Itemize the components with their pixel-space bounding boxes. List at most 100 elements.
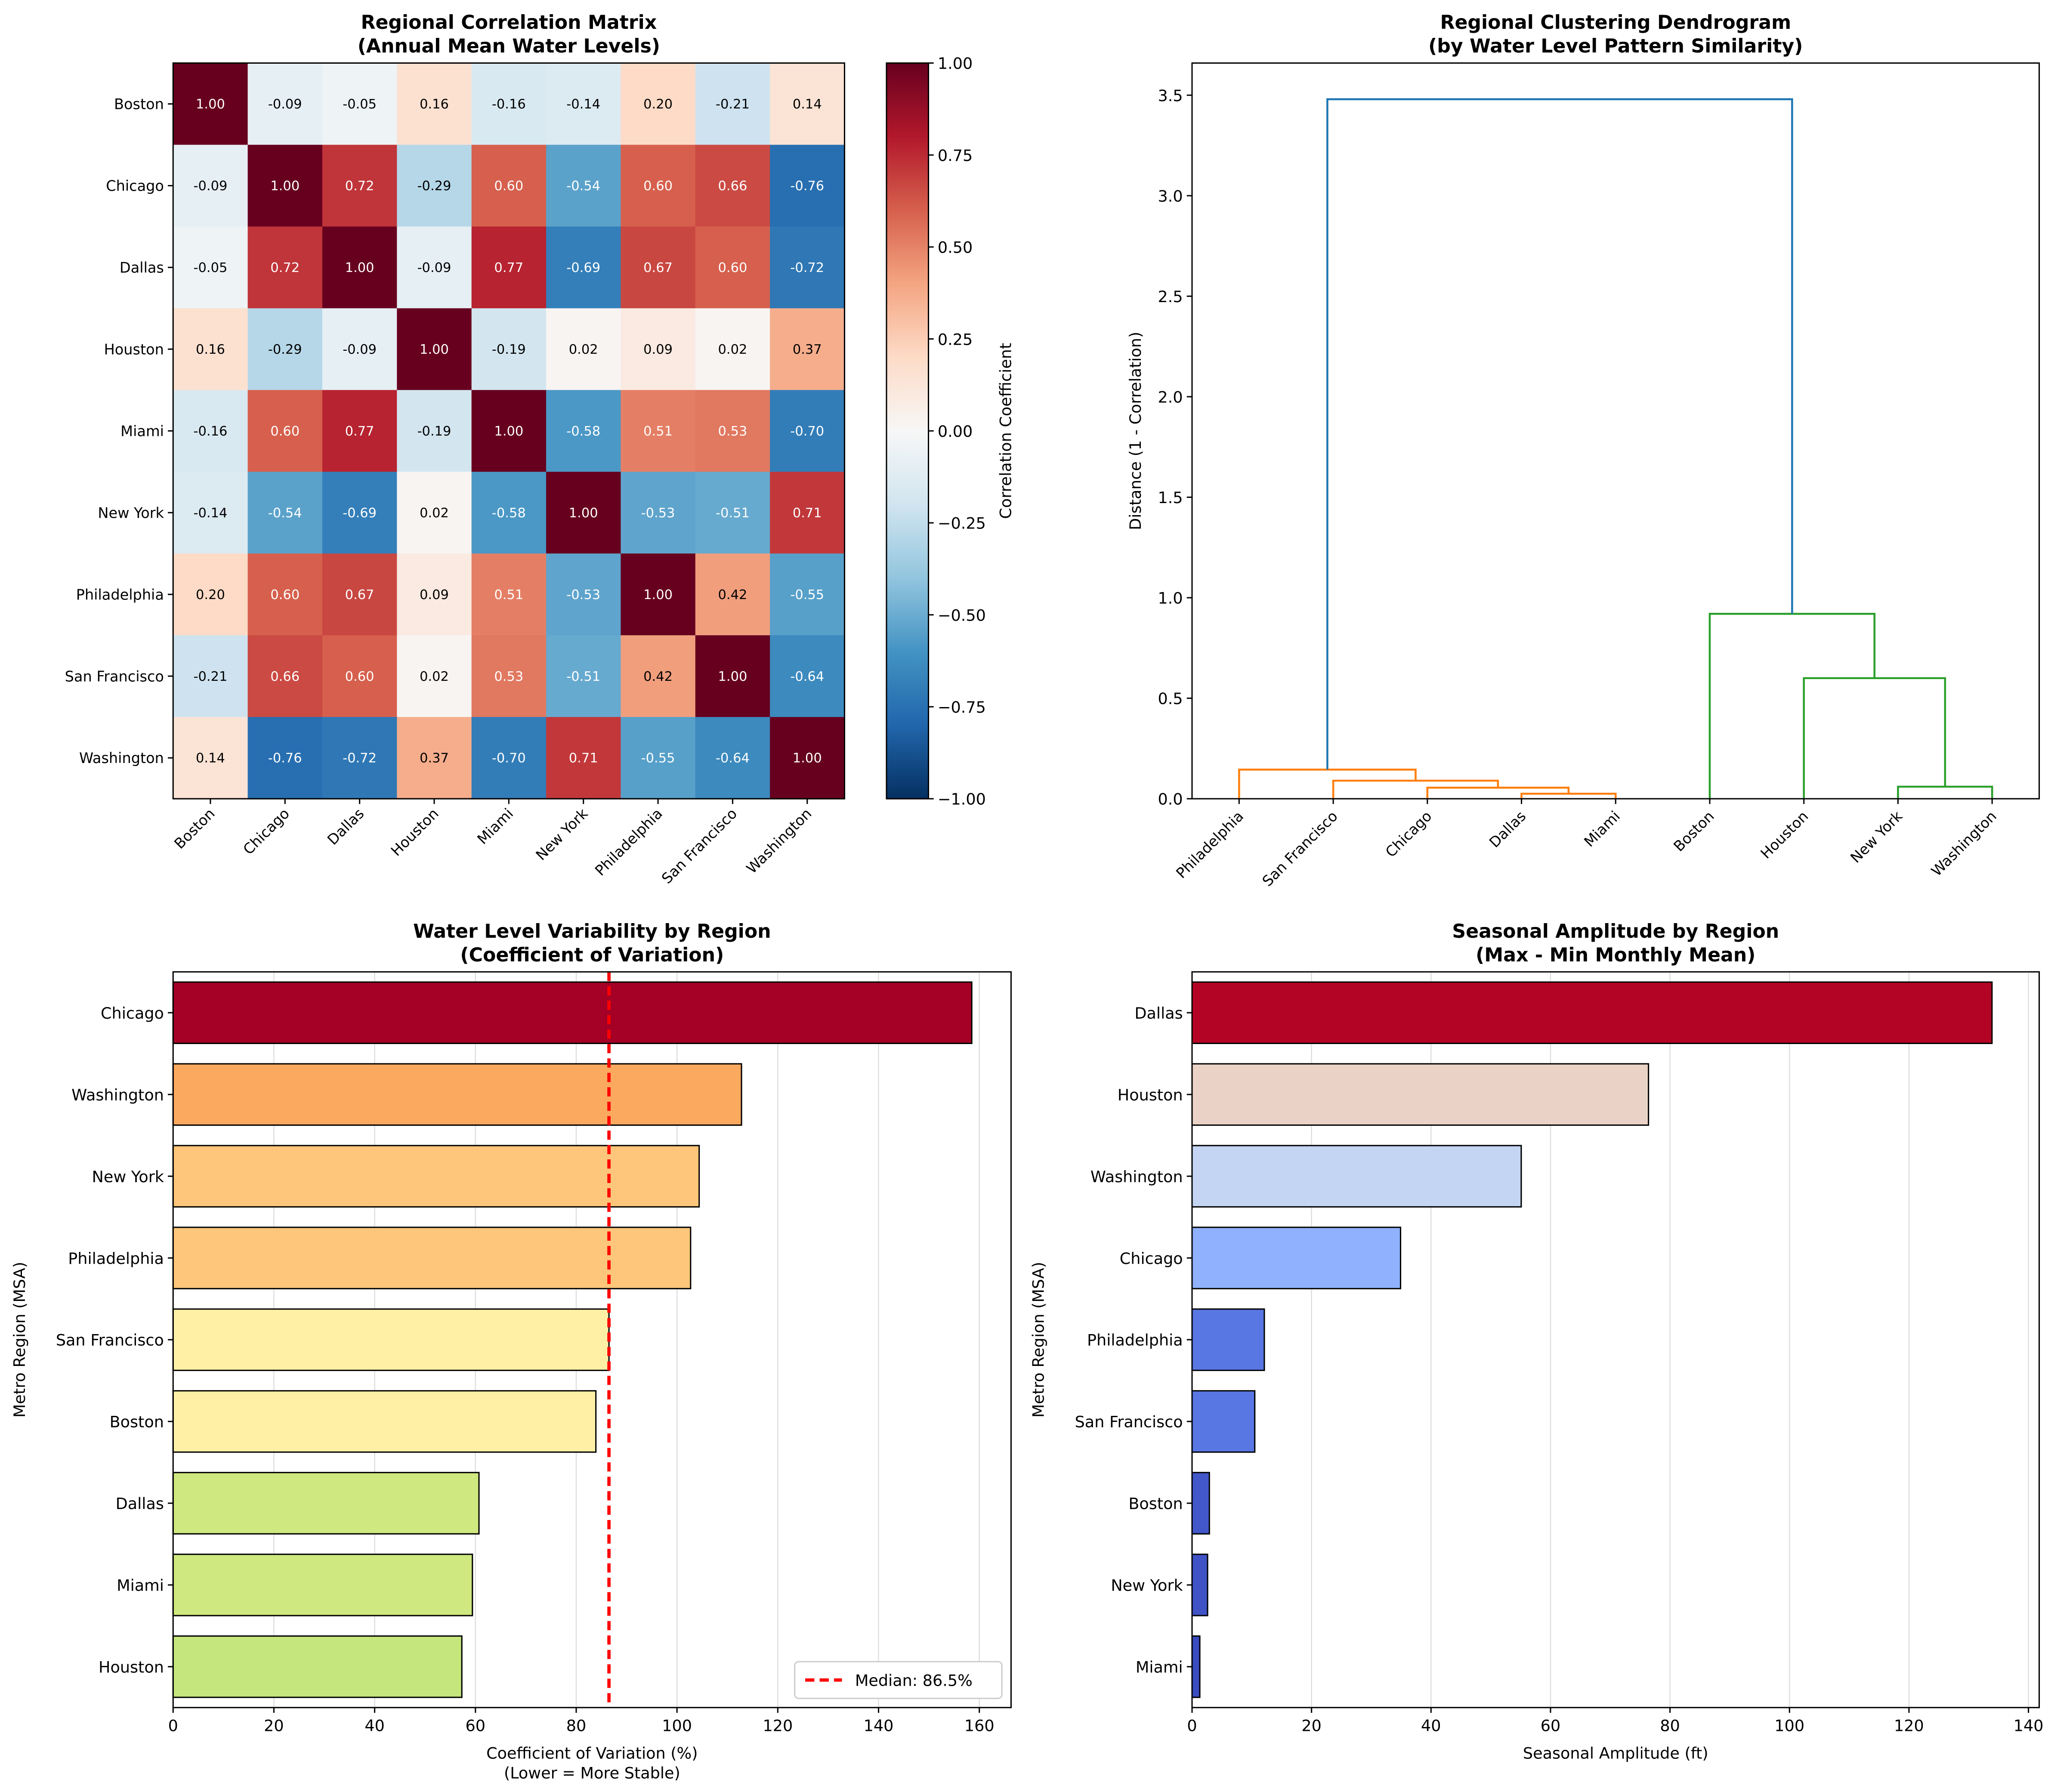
- chart-title: (Coefficient of Variation): [460, 944, 724, 966]
- heatmap-cell: [546, 145, 621, 227]
- cell-label: 0.02: [420, 669, 449, 684]
- x-tick-label: 100: [662, 1717, 692, 1735]
- heatmap-cell: [546, 390, 621, 473]
- heatmap-cell: [247, 226, 323, 309]
- y-tick-label: Philadelphia: [68, 1249, 164, 1268]
- x-tick-label: Boston: [1670, 808, 1717, 855]
- x-tick-label: 0: [168, 1717, 178, 1735]
- heatmap-cell: [695, 226, 771, 309]
- y-tick-label: San Francisco: [56, 1331, 164, 1350]
- colorbar-tick-label: −0.75: [938, 698, 986, 717]
- cell-label: -0.69: [566, 260, 600, 275]
- cell-label: 0.14: [793, 97, 822, 112]
- x-tick-label: Miami: [1581, 808, 1623, 850]
- x-tick-label: 60: [466, 1717, 486, 1735]
- cell-label: -0.51: [566, 669, 600, 684]
- heatmap-cell: [471, 635, 547, 718]
- axes-frame: [172, 971, 1012, 1709]
- cell-label: 1.00: [494, 424, 523, 439]
- y-tick-label: Miami: [1136, 1658, 1183, 1677]
- y-tick-label: Miami: [120, 423, 164, 439]
- heatmap-cell: [695, 717, 771, 800]
- heatmap-cell: [546, 717, 621, 800]
- cell-label: 0.02: [420, 506, 449, 521]
- cell-label: -0.14: [194, 506, 228, 521]
- heatmap-cell: [173, 145, 249, 227]
- heatmap-cell: [695, 472, 771, 554]
- colorbar-label: Correlation Coefficient: [996, 343, 1015, 519]
- heatmap-cell: [247, 635, 323, 718]
- x-tick-label: Philadelphia: [592, 805, 666, 879]
- heatmap-cell: [173, 63, 249, 145]
- heatmap-cell: [247, 553, 323, 636]
- cell-label: -0.70: [492, 751, 526, 766]
- y-tick-label: New York: [92, 1168, 164, 1186]
- heatmap-cell: [247, 308, 323, 391]
- cell-label: 0.77: [494, 260, 523, 275]
- heatmap-cell: [247, 63, 323, 145]
- cell-label: 0.09: [420, 587, 449, 602]
- cell-label: -0.09: [268, 97, 302, 112]
- dendrogram-link: [1332, 779, 1499, 799]
- y-tick-label: 0.0: [1158, 790, 1183, 809]
- chart-title: Water Level Variability by Region: [413, 921, 771, 942]
- heatmap-cell: [621, 63, 696, 145]
- heatmap-cell: [695, 390, 771, 473]
- heatmap-cell: [770, 472, 845, 554]
- heatmap-cell: [546, 308, 621, 391]
- heatmap-cell: [546, 553, 621, 636]
- cell-label: -0.09: [343, 342, 377, 357]
- y-tick-label: San Francisco: [1075, 1413, 1183, 1431]
- bar: [172, 1145, 700, 1208]
- x-tick-label: 120: [763, 1717, 793, 1735]
- cell-label: 0.72: [270, 260, 300, 275]
- heatmap-cell: [322, 472, 398, 554]
- heatmap-cell: [546, 635, 621, 718]
- y-axis-label: Distance (1 - Correlation): [1126, 332, 1145, 530]
- y-tick-label: Miami: [117, 1576, 164, 1595]
- x-tick-label: 100: [1774, 1717, 1804, 1735]
- x-tick-label: 120: [1894, 1717, 1924, 1735]
- heatmap-cell: [621, 717, 696, 800]
- x-tick-label: Miami: [474, 805, 516, 848]
- colorbar-tick-label: −0.50: [938, 606, 986, 624]
- x-tick-label: Dallas: [1486, 808, 1529, 851]
- heatmap-cell: [397, 635, 473, 718]
- heatmap-cell: [397, 390, 473, 473]
- y-tick-label: Boston: [1128, 1495, 1183, 1513]
- y-axis-label: Metro Region (MSA): [1029, 1262, 1048, 1418]
- dendrogram-link: [1708, 613, 1876, 799]
- cell-label: -0.69: [343, 506, 377, 521]
- cell-label: -0.58: [492, 506, 526, 521]
- cell-label: 0.71: [793, 506, 822, 521]
- x-tick-label: 80: [566, 1717, 587, 1735]
- x-tick-label: 60: [1541, 1717, 1561, 1735]
- bar: [172, 1554, 473, 1616]
- heatmap-cell: [322, 145, 398, 227]
- heatmap-cell: [247, 472, 323, 554]
- x-tick-label: Washington: [1928, 808, 2000, 880]
- heatmap-cell: [397, 553, 473, 636]
- dendrogram-link: [1897, 785, 1993, 799]
- y-tick-label: Washington: [1090, 1168, 1183, 1186]
- cell-label: -0.51: [716, 506, 750, 521]
- y-tick-label: Chicago: [106, 178, 164, 195]
- cell-label: -0.72: [790, 260, 824, 275]
- cell-label: 0.16: [196, 342, 225, 357]
- bar: [172, 981, 973, 1044]
- heatmap-cell: [770, 145, 845, 227]
- legend-box: [794, 1661, 1003, 1699]
- x-tick-label: Chicago: [1382, 808, 1435, 861]
- x-tick-label: New York: [1847, 807, 1906, 866]
- dendrogram-link: [1803, 677, 1946, 799]
- y-tick-label: New York: [98, 504, 164, 521]
- heatmap-cell: [322, 717, 398, 800]
- heatmap-cell: [770, 717, 845, 800]
- cell-label: 0.60: [345, 669, 374, 684]
- heatmap-cell: [247, 390, 323, 473]
- cell-label: 1.00: [718, 669, 748, 684]
- cell-label: 0.60: [270, 424, 300, 439]
- cell-label: -0.72: [343, 751, 377, 766]
- cell-label: 1.00: [196, 97, 225, 112]
- y-tick-label: 0.5: [1158, 689, 1183, 708]
